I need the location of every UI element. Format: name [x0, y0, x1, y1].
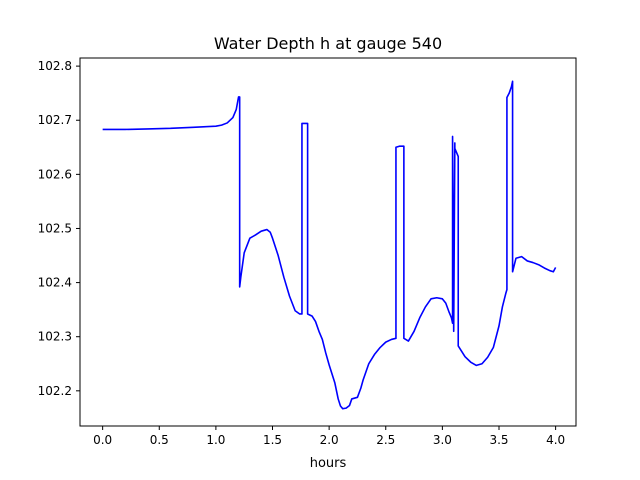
x-tick-label: 2.5 — [376, 433, 395, 447]
x-tick-label: 0.5 — [150, 433, 169, 447]
x-axis-label: hours — [310, 456, 347, 471]
x-tick-label: 3.5 — [489, 433, 508, 447]
axes-frame — [79, 57, 577, 427]
series-line-0 — [102, 80, 557, 410]
x-tick-label: 2.0 — [320, 433, 339, 447]
y-tick-label: 102.7 — [38, 113, 72, 127]
chart-title: Water Depth h at gauge 540 — [214, 34, 442, 53]
plot-area — [102, 80, 557, 410]
y-tick-label: 102.2 — [38, 384, 72, 398]
x-tick-label: 4.0 — [546, 433, 565, 447]
x-tick-label: 3.0 — [433, 433, 452, 447]
x-tick-label: 0.0 — [93, 433, 112, 447]
y-axis: 102.2 102.3 102.4 102.5 102.6 102.7 102.8 — [38, 59, 80, 398]
y-tick-label: 102.4 — [38, 276, 72, 290]
y-tick-label: 102.6 — [38, 167, 72, 181]
y-tick-label: 102.3 — [38, 330, 72, 344]
x-axis: 0.0 0.5 1.0 1.5 2.0 2.5 3.0 3.5 4.0 — [93, 426, 565, 447]
x-tick-label: 1.5 — [263, 433, 282, 447]
y-tick-label: 102.5 — [38, 221, 72, 235]
y-tick-label: 102.8 — [38, 59, 72, 73]
x-tick-label: 1.0 — [206, 433, 225, 447]
